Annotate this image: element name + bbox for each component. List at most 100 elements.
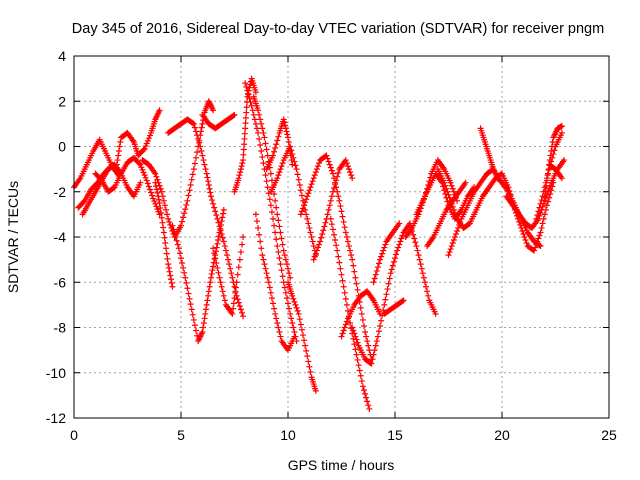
data-point [358, 378, 365, 385]
data-point [386, 275, 393, 282]
data-point [232, 284, 239, 291]
data-point [324, 155, 331, 162]
data-point [235, 264, 242, 271]
data-point [154, 206, 161, 213]
data-point [425, 292, 432, 299]
data-point [176, 250, 183, 257]
data-point [270, 215, 277, 222]
data-point [348, 252, 355, 259]
data-point [516, 218, 523, 225]
data-point [534, 238, 541, 245]
data-point [344, 238, 351, 245]
data-point [423, 283, 430, 290]
data-point [329, 188, 336, 195]
data-point [139, 166, 146, 173]
data-point [175, 245, 182, 252]
data-point [283, 261, 290, 268]
data-point [533, 215, 540, 222]
data-point [236, 172, 243, 179]
data-point [194, 149, 201, 156]
data-point [354, 286, 361, 293]
data-point [113, 161, 120, 168]
data-point [163, 206, 170, 213]
data-point [362, 329, 369, 336]
data-point [194, 132, 201, 139]
data-point [257, 238, 264, 245]
data-point [199, 120, 206, 127]
data-point [264, 152, 271, 159]
data-point [393, 251, 400, 258]
data-point [395, 244, 402, 251]
data-point [293, 166, 300, 173]
data-point [258, 120, 265, 127]
data-point [454, 227, 461, 234]
data-point [227, 265, 234, 272]
data-point [172, 234, 179, 240]
data-point [116, 143, 123, 150]
data-point [538, 197, 545, 204]
y-tick-label: 0 [58, 139, 66, 155]
data-point [371, 347, 378, 354]
data-point [289, 319, 296, 326]
data-point [274, 319, 281, 326]
data-point [261, 261, 268, 268]
data-point [207, 193, 214, 200]
data-point [261, 134, 268, 141]
data-point [278, 235, 285, 242]
data-point [286, 305, 293, 312]
data-point [158, 188, 165, 195]
data-point [180, 214, 187, 221]
data-point [207, 274, 214, 281]
data-point [398, 235, 405, 242]
data-point [307, 368, 314, 375]
data-point [417, 261, 424, 268]
data-point [150, 195, 157, 202]
data-point [140, 169, 147, 176]
data-point [535, 208, 542, 215]
data-point [149, 192, 156, 199]
data-point [137, 179, 144, 186]
data-point [156, 107, 163, 114]
data-point [294, 307, 301, 314]
data-points [71, 75, 568, 412]
data-point [185, 290, 192, 297]
data-point [272, 310, 279, 317]
data-point [230, 305, 237, 312]
data-point [239, 160, 246, 167]
data-point [271, 222, 278, 229]
data-point [213, 260, 220, 267]
data-point [252, 120, 259, 127]
data-point [360, 322, 367, 329]
data-point [214, 240, 221, 247]
data-point [180, 264, 187, 271]
data-point [462, 179, 469, 186]
data-point [457, 218, 464, 225]
data-point [202, 306, 209, 313]
data-point [183, 201, 190, 208]
data-point [303, 347, 310, 354]
data-point [327, 164, 334, 171]
data-point [449, 203, 456, 210]
data-point [182, 206, 189, 213]
data-point [291, 333, 298, 340]
data-point [421, 279, 428, 286]
data-point [397, 238, 404, 245]
data-point [345, 243, 352, 250]
data-point [234, 271, 241, 278]
y-tick-label: -2 [54, 184, 67, 200]
data-point [153, 173, 160, 180]
data-point [347, 247, 354, 254]
data-point [551, 147, 558, 154]
data-point [310, 256, 317, 263]
data-point [262, 265, 269, 272]
data-point [399, 298, 406, 305]
data-point [281, 284, 288, 291]
data-point [231, 295, 238, 302]
data-point [295, 176, 302, 183]
data-point [280, 116, 287, 123]
data-point [378, 317, 385, 324]
data-point [309, 238, 316, 245]
data-point [350, 327, 357, 334]
data-point [331, 184, 338, 191]
data-point [561, 157, 568, 164]
